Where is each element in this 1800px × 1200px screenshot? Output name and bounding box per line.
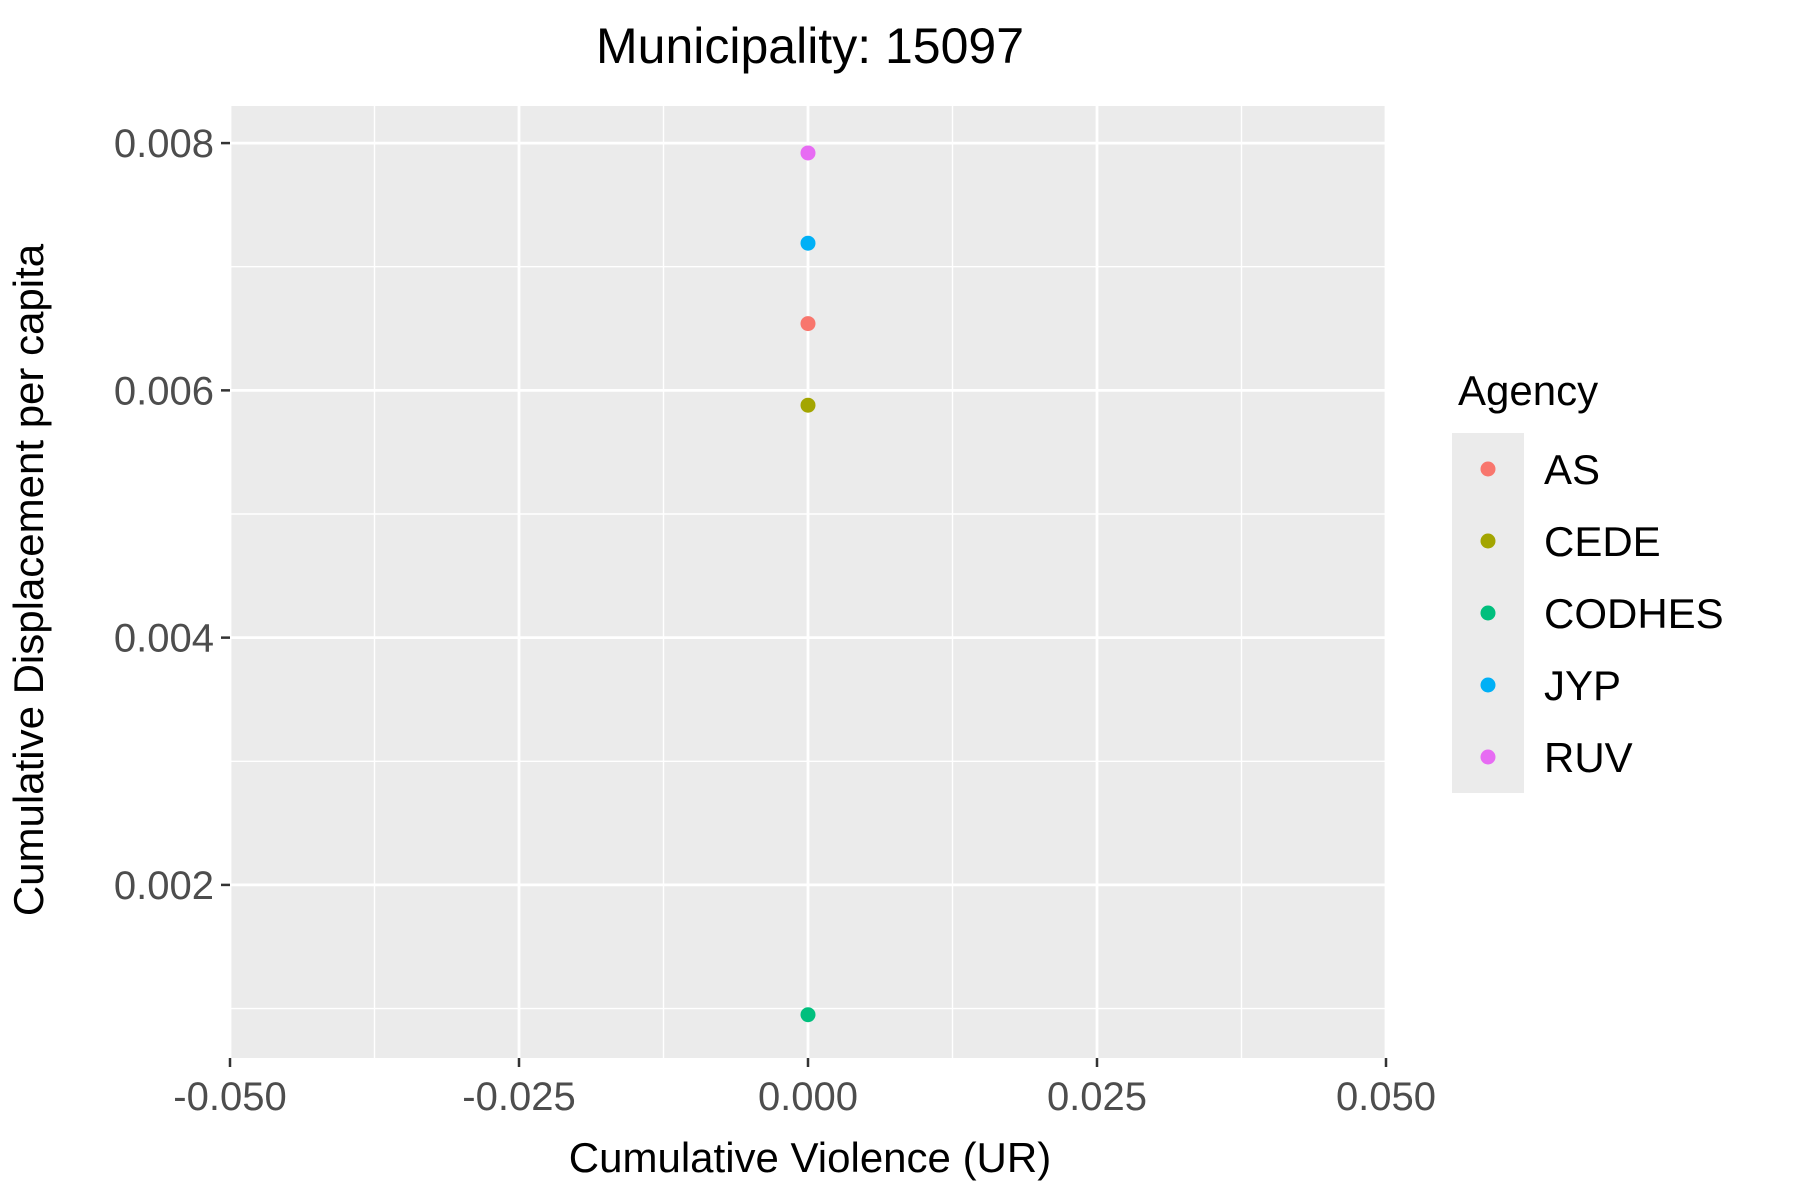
legend-label-codhes: CODHES (1544, 590, 1724, 637)
legend-key-jyp (1480, 677, 1496, 693)
y-tick-label: 0.006 (114, 369, 214, 413)
x-tick-label: -0.050 (173, 1075, 286, 1119)
x-tick-label: -0.025 (462, 1075, 575, 1119)
plot-panel (228, 106, 1388, 1058)
legend-key-ruv (1480, 749, 1496, 765)
y-tick-label: 0.008 (114, 122, 214, 166)
legend-label-as: AS (1544, 446, 1600, 493)
data-point-as (800, 316, 816, 332)
legend-label-jyp: JYP (1544, 662, 1621, 709)
data-points (800, 145, 816, 1023)
legend-label-ruv: RUV (1544, 734, 1633, 781)
x-tick-label: 0.025 (1047, 1075, 1147, 1119)
chart-title: Municipality: 15097 (596, 18, 1024, 74)
y-axis-title: Cumulative Displacement per capita (5, 243, 52, 916)
legend-label-cede: CEDE (1544, 518, 1661, 565)
legend-key-codhes (1480, 605, 1496, 621)
x-tick-label: 0.000 (758, 1075, 858, 1119)
x-tick-label: 0.050 (1336, 1075, 1436, 1119)
legend-key-cede (1480, 533, 1496, 549)
x-axis-title: Cumulative Violence (UR) (569, 1134, 1051, 1181)
legend-key-as (1480, 461, 1496, 477)
data-point-codhes (800, 1007, 816, 1023)
legend-title: Agency (1458, 367, 1598, 414)
legend: Agency AS CEDE CODHES JYP RUV (1452, 367, 1724, 793)
data-point-ruv (800, 145, 816, 161)
y-tick-label: 0.002 (114, 864, 214, 908)
data-point-jyp (800, 235, 816, 251)
y-tick-label: 0.004 (114, 617, 214, 661)
axes: -0.050 -0.025 0.000 0.025 0.050 0.002 0.004 0.0… (114, 122, 1436, 1119)
data-point-cede (800, 397, 816, 413)
